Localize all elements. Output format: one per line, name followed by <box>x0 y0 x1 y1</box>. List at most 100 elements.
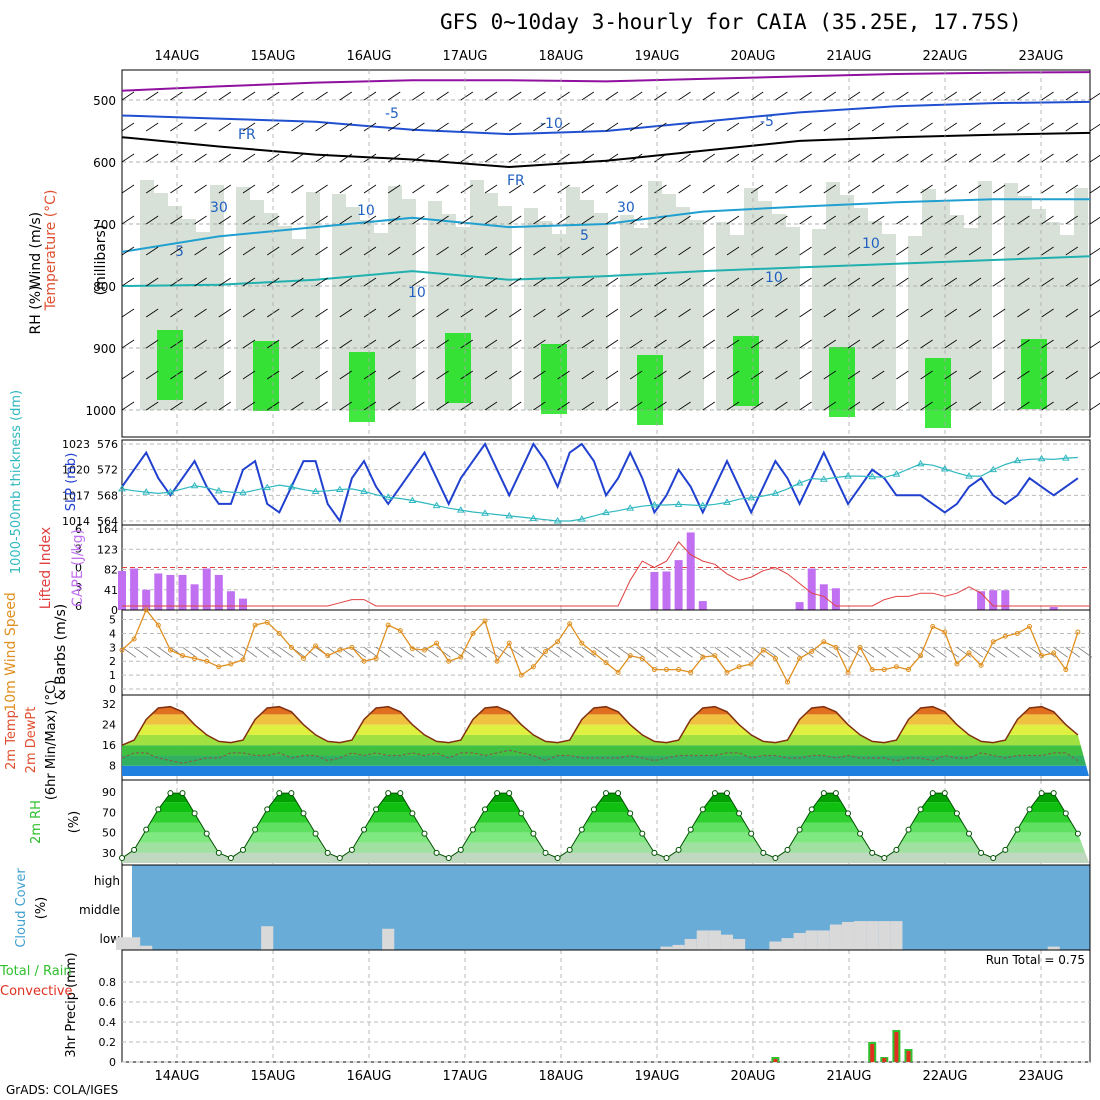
cape-bar <box>674 560 683 610</box>
wind-barb <box>750 277 764 287</box>
rh2m-point <box>820 790 827 797</box>
thickness-point <box>844 472 852 479</box>
wind10m-point <box>809 649 815 654</box>
wind-barb <box>968 308 982 318</box>
rh2m-point <box>627 810 634 817</box>
rh-shade-band <box>1074 188 1088 410</box>
wind10m-point <box>506 640 512 646</box>
date-label-bottom: 17AUG <box>442 1069 487 1084</box>
wind10m-barb <box>279 647 294 658</box>
wind-barb <box>775 339 788 349</box>
rh2m-unit-label: (%) <box>67 811 82 834</box>
rh-shade-band <box>922 189 936 410</box>
date-label-top: 14AUG <box>154 49 199 64</box>
wind-barb <box>145 153 159 163</box>
wind-barb <box>339 246 353 256</box>
rh2m-point <box>288 790 295 797</box>
low-cloud-bar <box>890 921 903 950</box>
thickness-point <box>432 501 441 509</box>
wind-barb <box>775 122 788 132</box>
wind-barb <box>726 215 740 225</box>
wind-barb <box>968 91 982 101</box>
wind-barb <box>242 184 256 194</box>
low-cloud-bar <box>720 934 734 950</box>
wind10m-point <box>857 644 863 650</box>
rh2m-point <box>1026 806 1033 813</box>
wind-barb <box>291 122 304 132</box>
wind-barb <box>460 215 474 225</box>
wind10m-barb <box>496 647 512 658</box>
cape-bar <box>202 568 211 610</box>
wind10m-barb <box>714 647 730 658</box>
wind-barb <box>1089 309 1100 318</box>
wind-barb <box>1017 401 1030 411</box>
thickness-point <box>747 493 756 501</box>
wind-barb <box>726 277 740 287</box>
wind10m-barb <box>763 647 778 658</box>
wind-barb <box>121 122 135 132</box>
wind-barb <box>581 122 595 132</box>
wind-barb <box>460 339 474 349</box>
rh-shade-band <box>978 181 992 410</box>
wind-barb <box>871 215 885 225</box>
isotherm--10 <box>121 71 1091 92</box>
low-cloud-bar <box>793 933 806 950</box>
date-label-bottom: 15AUG <box>250 1069 295 1084</box>
date-label-bottom: 20AUG <box>730 1069 775 1084</box>
wind-barb <box>315 277 328 287</box>
wind10m-point <box>446 658 452 664</box>
wind-barb <box>823 215 837 225</box>
wind10m-point <box>736 664 742 670</box>
wind-barb <box>436 246 449 256</box>
thickness-point <box>819 475 828 482</box>
wind-barb <box>968 215 982 225</box>
wind10m-barb <box>642 647 657 658</box>
wind-barb <box>242 308 256 318</box>
wind-barb <box>702 184 716 194</box>
wind-barb <box>896 215 909 225</box>
cloud-bg <box>132 865 1090 950</box>
wind10m-point <box>821 639 827 645</box>
rh2m-point <box>808 806 815 813</box>
wind-barb <box>629 184 643 194</box>
wind-barb <box>775 401 788 411</box>
contour-label: 10 <box>357 203 375 219</box>
wind-barb <box>1041 277 1054 287</box>
wind-barb <box>823 246 837 256</box>
date-label-bottom: 22AUG <box>922 1069 967 1084</box>
wind-barb <box>291 246 304 256</box>
wind-barb <box>605 308 619 318</box>
rh2m-point <box>191 810 198 817</box>
date-label-top: 19AUG <box>634 49 679 64</box>
wind-barb <box>194 153 207 163</box>
rh-green-band <box>733 336 759 406</box>
wind-barb <box>654 246 667 256</box>
rh2m-point <box>675 846 682 853</box>
rh-shade-band <box>648 181 662 410</box>
wind-barb <box>387 153 401 163</box>
wind-barb <box>484 401 498 411</box>
wind-barb <box>823 153 837 163</box>
wind-barb <box>605 215 619 225</box>
thickness-point <box>650 500 659 508</box>
dewpoint-line <box>121 749 1079 764</box>
wind-barb <box>823 122 837 132</box>
wind-barb <box>629 277 643 287</box>
cape-bar <box>698 601 707 610</box>
wind-barb <box>145 339 159 349</box>
wind-barb <box>460 308 474 318</box>
low-cloud-bar <box>115 937 129 950</box>
rh2m-point <box>409 810 416 817</box>
wind10m-barb <box>448 647 463 658</box>
wind-barb <box>726 370 740 380</box>
wind10m-barb <box>871 647 887 658</box>
wind-barb <box>1065 215 1079 225</box>
wind-barb <box>508 308 522 318</box>
thickness-point <box>940 465 949 472</box>
rh-shade-band <box>1004 183 1018 410</box>
wind-barb <box>291 215 304 225</box>
wind-barb <box>847 277 861 287</box>
wind-barb <box>194 246 207 256</box>
wind-barb <box>218 401 232 411</box>
wind-barb <box>363 339 377 349</box>
